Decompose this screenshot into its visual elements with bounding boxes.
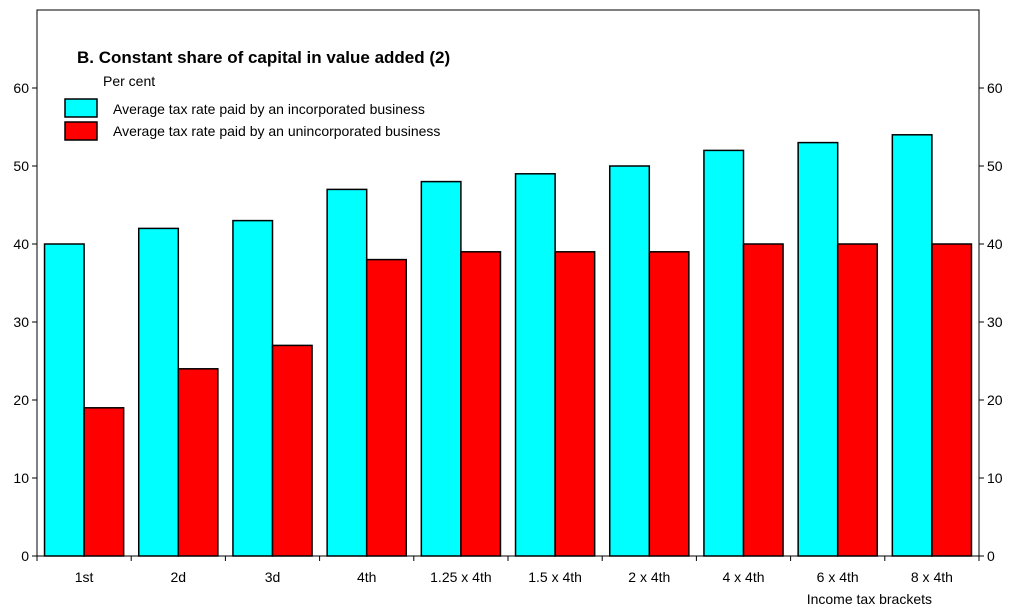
bar-incorporated [326,188,368,557]
x-tick-label: 1.25 x 4th [430,569,492,585]
bar-unincorporated [836,243,879,557]
legend-swatch-incorporated [64,98,98,118]
y-tick-label: 10 [13,470,29,486]
chart-title: B. Constant share of capital in value ad… [77,48,450,67]
bar-unincorporated [648,251,690,557]
chart-subtitle: Per cent [103,73,155,89]
bar-unincorporated [177,368,219,557]
y-tick-label-right: 20 [987,392,1003,408]
legend: Average tax rate paid by an incorporated… [64,98,440,141]
bar-incorporated [703,149,745,557]
bar-unincorporated [931,243,973,557]
bar-incorporated [891,134,933,557]
y-tick-label-right: 40 [987,236,1003,252]
bar-incorporated [43,243,85,557]
bar-unincorporated [83,407,125,557]
x-tick-label: 2d [171,569,187,585]
y-tick-label: 60 [13,80,29,96]
legend-label-incorporated: Average tax rate paid by an incorporated… [113,101,425,117]
y-tick-label-right: 0 [987,548,995,564]
y-tick-label-right: 10 [987,470,1003,486]
bar-unincorporated [742,243,784,557]
bar-unincorporated [271,344,313,557]
bar-incorporated [137,227,180,557]
y-axis-left: 0 10 20 30 40 50 60 [13,80,37,564]
y-axis-right: 0 10 20 30 40 50 60 [979,80,1003,564]
x-tick-label: 8 x 4th [911,569,953,585]
bar-incorporated [797,141,839,557]
bar-unincorporated [554,251,596,557]
bar-incorporated [232,219,274,557]
legend-label-unincorporated: Average tax rate paid by an unincorporat… [113,123,440,139]
bar-incorporated [420,180,462,557]
y-tick-label: 0 [21,548,29,564]
bar-incorporated [514,173,556,557]
y-tick-label: 30 [13,314,29,330]
x-tick-label: 6 x 4th [817,569,859,585]
y-tick-label: 40 [13,236,29,252]
y-tick-label-right: 30 [987,314,1003,330]
x-tick-label: 1st [75,569,94,585]
x-axis-title: Income tax brackets [807,591,932,607]
x-tick-label: 1.5 x 4th [528,569,582,585]
x-tick-label: 4th [357,569,376,585]
y-tick-label: 50 [13,158,29,174]
bar-unincorporated [365,258,408,557]
x-tick-label: 4 x 4th [722,569,764,585]
y-tick-label-right: 60 [987,80,1003,96]
y-tick-label-right: 50 [987,158,1003,174]
x-axis: 1st 2d 3d 4th 1.25 x 4th 1.5 x 4th 2 x 4th 4 x … [36,556,980,585]
bar-incorporated [608,165,651,557]
y-tick-label: 20 [13,392,29,408]
x-tick-label: 3d [265,569,281,585]
bars [43,134,973,557]
legend-swatch-unincorporated [64,121,98,141]
x-tick-label: 2 x 4th [628,569,670,585]
bar-unincorporated [460,251,502,557]
